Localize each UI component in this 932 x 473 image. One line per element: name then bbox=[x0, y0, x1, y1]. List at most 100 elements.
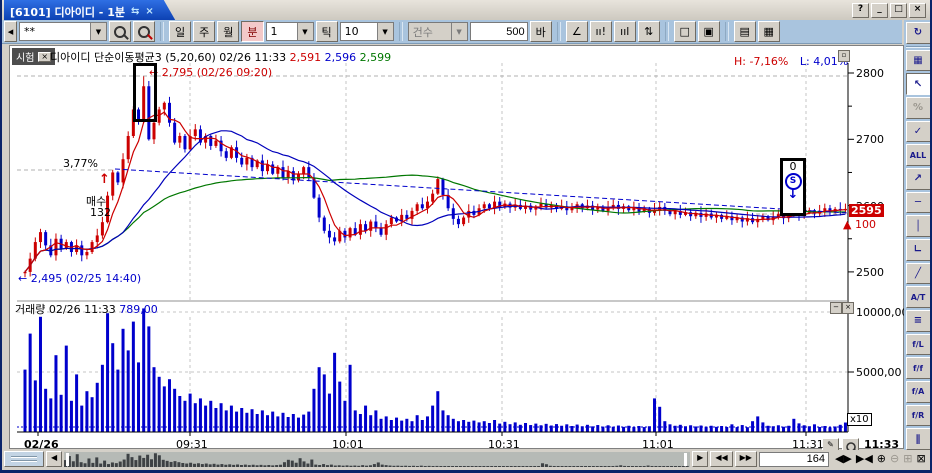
minute-combo[interactable]: 1 ▼ bbox=[265, 22, 314, 41]
tick-button[interactable]: 틱 bbox=[315, 21, 338, 42]
volume-label: 거래량 bbox=[15, 303, 46, 316]
tick-combo[interactable]: 10 ▼ bbox=[339, 22, 394, 41]
buy-marker-label: 매수 bbox=[86, 195, 107, 208]
new-document-icon-button[interactable]: □ bbox=[673, 21, 696, 42]
workspace-tab-close-icon[interactable]: × bbox=[38, 51, 52, 62]
symbol-search-back-button[interactable] bbox=[133, 21, 155, 42]
symbol-value: ** bbox=[24, 25, 35, 38]
erase-selected-icon[interactable]: ✓ bbox=[905, 120, 930, 143]
chevron-down-icon[interactable]: ▼ bbox=[376, 23, 393, 40]
step-forward-button[interactable]: ▶ bbox=[692, 451, 709, 467]
maximize-button[interactable]: □ bbox=[890, 3, 907, 18]
indicator-settings-icon[interactable]: ▦ bbox=[905, 49, 930, 72]
minimize-button[interactable]: _ bbox=[871, 3, 888, 18]
screen-capture-icon-button[interactable]: ▣ bbox=[697, 21, 720, 42]
fibo-a-icon[interactable]: f/A bbox=[905, 381, 930, 403]
main-toolbar: ◂ ** ▼ 일 주 월 분 1 ▼ 틱 10 ▼ 건수 ▼ 바 ∠ıı!ııl… bbox=[2, 20, 902, 44]
diagonal-line-icon[interactable]: ╱ bbox=[905, 262, 930, 285]
compress-horizontal-icon[interactable]: ▶◀ bbox=[855, 452, 873, 465]
chevron-down-icon[interactable]: ▼ bbox=[296, 23, 313, 40]
period-minute-button[interactable]: 분 bbox=[241, 21, 264, 42]
ma5-value: 2,591 bbox=[289, 51, 322, 64]
data-minimap[interactable] bbox=[64, 451, 691, 467]
drawing-toolbar: ↻ ▦ ↖% ✓ ALL ↗ ─ │ ∟ ╱ A/T ≡ f/L f/f f/A f/R ∥ bbox=[904, 20, 930, 451]
period-month-button[interactable]: 월 bbox=[217, 21, 240, 42]
chart-panel[interactable]: 시험 × 디아이디 단순이동평균3 (5,20,60) 02/26 11:33 … bbox=[9, 45, 909, 454]
low-percent-label: L: 4,01% bbox=[799, 55, 849, 68]
refresh-icon[interactable]: ↻ bbox=[905, 22, 930, 44]
percent-tool-icon[interactable]: % bbox=[905, 97, 930, 119]
nav-icon-group: ◀▶ ▶◀ ⊕ ⊖ ⊞ ⊠ bbox=[835, 452, 926, 466]
volume-close-icon[interactable]: × bbox=[842, 302, 854, 314]
window-controls: ? _ □ × bbox=[852, 3, 926, 18]
trend-chart-icon[interactable]: ↗ bbox=[905, 168, 930, 190]
pointer-icon[interactable]: ↖ bbox=[905, 73, 930, 95]
parallel-lines-icon[interactable]: ∥ bbox=[905, 428, 930, 451]
zoom-in-icon[interactable]: ⊕ bbox=[876, 452, 886, 465]
toolbar-separator bbox=[160, 22, 164, 41]
close-button[interactable]: × bbox=[909, 3, 926, 18]
bars-apply-button[interactable]: 바 bbox=[529, 21, 552, 42]
tab-close-icon[interactable]: × bbox=[145, 6, 154, 17]
session-high-label: ← 2,795 (02/26 09:20) bbox=[149, 66, 273, 79]
bar-count-input[interactable] bbox=[469, 22, 528, 41]
sell-signal-icon: S bbox=[784, 173, 802, 190]
erase-all-icon[interactable]: ALL bbox=[905, 144, 930, 167]
volume-toggle-icon-button[interactable]: ııl bbox=[613, 21, 636, 42]
workspace-tab-label: 시험 bbox=[16, 53, 35, 64]
count-combo: 건수 ▼ bbox=[407, 22, 468, 41]
toolbar-collapse-button[interactable]: ◂ bbox=[4, 21, 17, 42]
indicator-add-icon-button[interactable]: ıı! bbox=[589, 21, 612, 42]
vertical-line-icon[interactable]: │ bbox=[905, 215, 930, 238]
chart-style-icon-button[interactable]: ∠ bbox=[565, 21, 588, 42]
page-forward-button[interactable]: ▶▶ bbox=[734, 451, 757, 467]
pan-icon[interactable]: ⇆ bbox=[130, 6, 140, 17]
sidebar-separator bbox=[906, 45, 930, 48]
ma60-value: 2,599 bbox=[359, 51, 392, 64]
window-title-tab[interactable]: [6101] 디아이디 - 1분 ⇆ × bbox=[4, 0, 176, 21]
visible-bars-input[interactable] bbox=[758, 451, 829, 467]
workspace-tab[interactable]: 시험 × bbox=[12, 48, 56, 65]
step-line-icon[interactable]: ∟ bbox=[905, 239, 930, 261]
volume-header: 거래량 02/26 11:33 789,00 bbox=[15, 301, 158, 317]
fibo-f-icon[interactable]: f/f bbox=[905, 357, 930, 380]
grid-settings-icon-button[interactable]: ▦ bbox=[757, 21, 780, 42]
price-axis-label: 2800 bbox=[856, 67, 884, 80]
volume-collapse-icon[interactable]: − bbox=[830, 302, 842, 314]
report-icon-button[interactable]: ▤ bbox=[733, 21, 756, 42]
search-back-icon bbox=[138, 25, 150, 38]
ma20-value: 2,596 bbox=[324, 51, 357, 64]
price-chart-canvas[interactable] bbox=[10, 46, 903, 448]
buy-arrow-icon: ↑ bbox=[99, 172, 110, 187]
price-change-label: ▲ 100 bbox=[843, 218, 876, 231]
sell-marker-box: 0 S ↓ bbox=[780, 158, 806, 216]
session-low-label: ← 2,495 (02/25 14:40) bbox=[18, 272, 142, 285]
buy-marker-qty: 132 bbox=[90, 206, 111, 219]
fit-grid-icon: ⊞ bbox=[903, 452, 913, 465]
time-axis-label: 11:31 bbox=[792, 438, 824, 451]
symbol-search-button[interactable] bbox=[109, 21, 131, 42]
scroll-left-button[interactable]: ◀ bbox=[46, 451, 63, 467]
page-back-button[interactable]: ◀◀ bbox=[710, 451, 733, 467]
help-button[interactable]: ? bbox=[852, 3, 869, 18]
text-tool-icon[interactable]: A/T bbox=[905, 286, 930, 309]
chevron-down-icon[interactable]: ▼ bbox=[90, 23, 106, 40]
horizontal-line-icon[interactable]: ─ bbox=[905, 191, 930, 214]
period-week-button[interactable]: 주 bbox=[193, 21, 216, 42]
symbol-combo[interactable]: ** ▼ bbox=[19, 22, 107, 41]
end-time-label: 11:33 bbox=[864, 438, 900, 451]
count-label: 건수 bbox=[412, 25, 433, 39]
volume-axis-label: 5000,00 bbox=[856, 366, 902, 379]
fibo-r-icon[interactable]: f/R bbox=[905, 404, 930, 427]
fibo-lines-icon[interactable]: ≡ bbox=[905, 310, 930, 332]
expand-horizontal-icon[interactable]: ◀▶ bbox=[834, 452, 852, 465]
arrow-left-icon: ← bbox=[149, 66, 159, 79]
updown-arrows-icon-button[interactable]: ⇅ bbox=[637, 21, 660, 42]
close-scroll-icon[interactable]: ⊠ bbox=[916, 452, 926, 465]
splitter-grip[interactable] bbox=[4, 451, 44, 467]
period-day-button[interactable]: 일 bbox=[169, 21, 192, 42]
fibo-l-icon[interactable]: f/L bbox=[905, 333, 930, 356]
arrow-down-icon: ↓ bbox=[787, 187, 799, 202]
panel-collapse-icon[interactable]: ▫ bbox=[838, 50, 850, 62]
current-price-badge: 2595 bbox=[849, 204, 884, 217]
